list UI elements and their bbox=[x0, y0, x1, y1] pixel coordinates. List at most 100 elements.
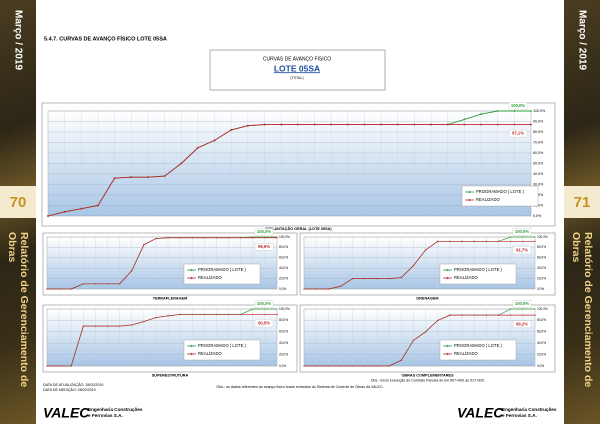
point bbox=[130, 176, 133, 179]
value-label-box bbox=[512, 246, 532, 254]
point bbox=[167, 237, 169, 239]
legend-marker bbox=[446, 269, 449, 271]
point bbox=[263, 123, 266, 126]
point bbox=[497, 240, 500, 242]
point bbox=[463, 123, 466, 126]
point bbox=[327, 365, 329, 367]
point bbox=[522, 308, 524, 310]
point bbox=[352, 365, 354, 367]
y-tick-label: 60,0% bbox=[537, 330, 546, 334]
point bbox=[376, 365, 378, 367]
point bbox=[227, 313, 230, 316]
point bbox=[473, 240, 475, 242]
sidebar-date: Março / 2019 bbox=[12, 10, 24, 71]
point bbox=[264, 308, 266, 310]
y-tick-label: 40,0% bbox=[537, 266, 546, 270]
title-box bbox=[209, 49, 386, 91]
point bbox=[94, 325, 97, 327]
point bbox=[276, 313, 278, 316]
point bbox=[163, 175, 166, 178]
point bbox=[119, 283, 121, 285]
legend-label: PROGRAMADO ( LOTE ) bbox=[476, 189, 525, 194]
point bbox=[485, 240, 487, 242]
point bbox=[213, 139, 216, 142]
value-label: 91,7% bbox=[516, 247, 528, 252]
point bbox=[303, 365, 305, 367]
y-tick-label: 50,0% bbox=[533, 161, 544, 165]
y-tick-label: 30,0% bbox=[533, 182, 544, 186]
box-lot: LOTE 05SA bbox=[274, 63, 320, 73]
chart-title: IMPLANTAÇÃO GERAL (LOTE 05SA) bbox=[265, 226, 332, 231]
update-date: DATA DE ATUALIZAÇÃO: 28/02/2019 bbox=[43, 382, 103, 387]
value-label-box bbox=[508, 129, 528, 138]
value-label-box bbox=[512, 228, 532, 236]
point bbox=[346, 123, 349, 126]
point bbox=[534, 308, 536, 310]
point bbox=[339, 365, 342, 367]
logo-line: Engenharia Construções bbox=[502, 407, 557, 412]
legend-label: REALIZADO bbox=[454, 351, 478, 356]
legend-label: REALIZADO bbox=[198, 275, 222, 280]
value-label: 100,0% bbox=[515, 229, 529, 234]
point bbox=[215, 313, 218, 316]
point bbox=[246, 124, 249, 127]
point bbox=[437, 240, 439, 242]
y-tick-label: 80,0% bbox=[537, 245, 546, 249]
box-scope: (TOTAL) bbox=[290, 76, 303, 80]
point bbox=[534, 236, 536, 238]
legend-label: REALIZADO bbox=[198, 351, 222, 356]
report-title: Relatório de Gerenciamento de Obras bbox=[6, 232, 30, 388]
point bbox=[106, 325, 109, 327]
point bbox=[47, 215, 49, 217]
point bbox=[496, 123, 499, 126]
point bbox=[143, 244, 145, 246]
point bbox=[70, 288, 72, 290]
point bbox=[147, 176, 149, 179]
legend bbox=[439, 339, 517, 361]
point bbox=[480, 123, 482, 126]
point bbox=[380, 123, 383, 126]
point bbox=[376, 278, 378, 280]
point bbox=[227, 237, 230, 239]
legend-marker bbox=[468, 191, 471, 193]
y-tick-label: 10,0% bbox=[533, 203, 544, 207]
point bbox=[179, 313, 181, 316]
point bbox=[534, 314, 536, 316]
point bbox=[388, 365, 390, 367]
legend-marker bbox=[190, 345, 193, 347]
point bbox=[167, 315, 169, 317]
point bbox=[437, 319, 439, 321]
logo-line: e Ferrovias S.A. bbox=[88, 413, 123, 418]
point bbox=[330, 123, 333, 126]
legend-marker bbox=[446, 345, 449, 347]
value-label: 87,1% bbox=[512, 131, 524, 136]
point bbox=[446, 123, 449, 126]
value-label-box bbox=[254, 243, 274, 251]
point bbox=[155, 316, 157, 319]
y-tick-label: 60,0% bbox=[279, 256, 288, 260]
point bbox=[364, 365, 366, 367]
point bbox=[412, 339, 415, 341]
point bbox=[58, 365, 60, 367]
point bbox=[80, 207, 83, 210]
sidebar-date: Março / 2019 bbox=[576, 10, 588, 71]
series-line bbox=[47, 237, 277, 290]
point bbox=[485, 314, 487, 316]
legend-marker bbox=[190, 269, 193, 271]
legend-marker bbox=[446, 353, 449, 355]
point bbox=[530, 110, 532, 112]
value-label: 100,0% bbox=[257, 229, 271, 234]
value-label: 98,6% bbox=[258, 244, 270, 249]
point bbox=[413, 123, 416, 126]
point bbox=[70, 365, 72, 367]
point bbox=[82, 325, 84, 327]
chart-title: OBRAS COMPLEMENTARES bbox=[401, 374, 454, 378]
point bbox=[94, 283, 97, 285]
point bbox=[276, 308, 278, 310]
point bbox=[449, 240, 451, 242]
point bbox=[240, 237, 242, 239]
chart-title: DRENAGEM bbox=[416, 297, 438, 301]
point bbox=[513, 123, 516, 126]
point bbox=[203, 313, 205, 316]
